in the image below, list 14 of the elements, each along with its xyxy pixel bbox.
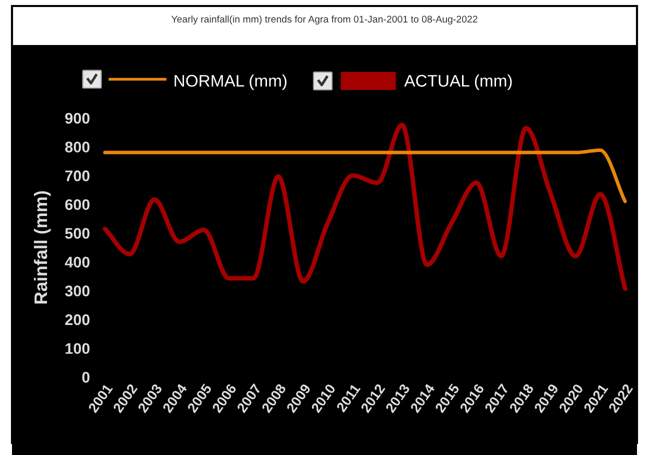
legend-label: NORMAL (mm) — [174, 74, 286, 90]
y-tick-label: 900 — [65, 112, 90, 124]
y-tick-label: 300 — [65, 286, 90, 296]
legend-label: ACTUAL (mm) — [404, 74, 512, 90]
y-tick-label: 0 — [82, 372, 90, 383]
y-tick-label: 800 — [65, 142, 90, 152]
chart-title: Yearly rainfall(in mm) trends for Agra from 01-Jan-2001 to 08-Aug-2022 — [171, 15, 478, 25]
y-tick-label: 400 — [64, 256, 90, 268]
y-tick-label: 100 — [66, 343, 90, 354]
y-tick-label: 700 — [65, 170, 90, 182]
y-tick-label: 200 — [65, 314, 90, 326]
y-axis-title: Rainfall (mm) — [34, 191, 51, 304]
y-tick-label: 500 — [65, 228, 90, 239]
y-tick-label: 600 — [65, 199, 90, 210]
